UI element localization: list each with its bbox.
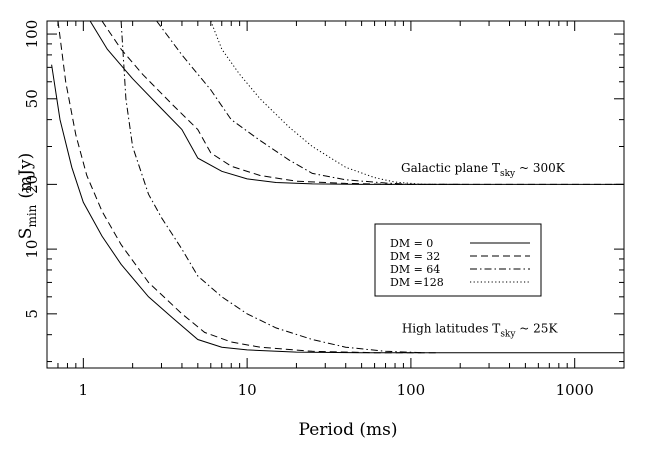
y-tick-label: 10 [23, 240, 41, 259]
annotation-high-latitudes: High latitudes Tsky ~ 25K [402, 321, 559, 339]
curve-dashed [57, 21, 440, 354]
y-tick-label: 5 [23, 309, 41, 319]
legend-label: DM =128 [390, 276, 444, 289]
y-tick-label: 100 [23, 20, 41, 49]
annotation-sub: sky [500, 329, 516, 339]
legend-label: DM = 64 [390, 263, 440, 276]
x-tick-label: 100 [397, 381, 426, 399]
x-tick-label: 1000 [556, 381, 594, 399]
svg-text:Galactic plane Tsky ~ 300K: Galactic plane Tsky ~ 300K [401, 161, 566, 179]
annotation-tail: ~ 300K [515, 161, 566, 175]
plot-frame [46, 20, 625, 369]
curve-solid [89, 21, 624, 185]
annotation-galactic-plane: Galactic plane Tsky ~ 300K [401, 161, 566, 179]
legend-label: DM = 32 [390, 250, 440, 263]
svg-text:High latitudes Tsky ~ 25K: High latitudes Tsky ~ 25K [402, 321, 559, 339]
annotation-text: High latitudes T [402, 321, 501, 335]
curve-dashed [101, 21, 624, 185]
curve-solid [51, 64, 624, 354]
y-tick-label: 20 [23, 175, 41, 194]
y-tick-label: 50 [23, 89, 41, 108]
curve-dashdot [156, 21, 461, 185]
y-axis-label: Smin(mJy) [16, 153, 39, 239]
x-tick-label: 10 [238, 381, 257, 399]
curve-dotted [210, 21, 453, 185]
x-tick-label: 1 [79, 381, 89, 399]
svg-text:Smin(mJy): Smin(mJy) [16, 153, 39, 239]
annotation-tail: ~ 25K [515, 321, 558, 335]
axis-ticks [46, 21, 625, 368]
legend-box [374, 223, 542, 297]
curve-dashdot [120, 21, 424, 354]
data-curves [51, 21, 624, 354]
annotation-text: Galactic plane T [401, 161, 500, 175]
legend-label: DM = 0 [390, 237, 433, 250]
x-axis-label: Period (ms) [299, 420, 398, 440]
annotation-sub: sky [500, 169, 516, 179]
